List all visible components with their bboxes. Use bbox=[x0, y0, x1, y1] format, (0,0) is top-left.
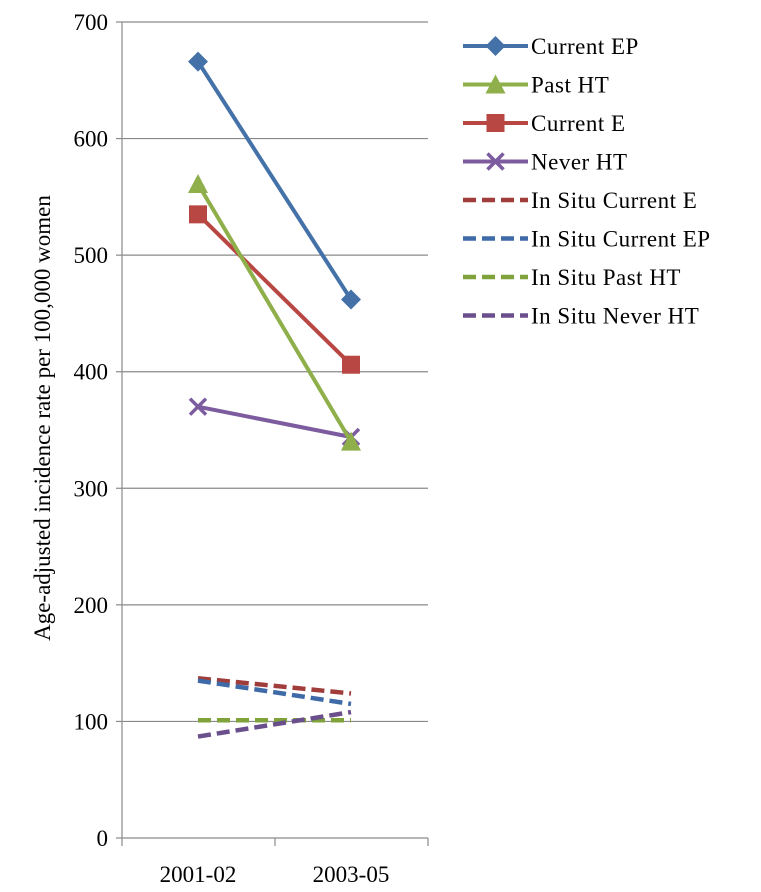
series-1 bbox=[188, 174, 361, 451]
data-point-diamond bbox=[341, 289, 361, 310]
x-marker-stroke bbox=[486, 152, 505, 171]
legend-label: In Situ Current E bbox=[531, 188, 697, 213]
legend-label: Past HT bbox=[531, 73, 609, 98]
legend-label: Current E bbox=[531, 111, 626, 136]
legend-item: Past HT bbox=[463, 73, 609, 98]
legend-label: In Situ Past HT bbox=[531, 265, 681, 290]
y-tick-label: 400 bbox=[74, 360, 109, 385]
legend-item: In Situ Current EP bbox=[463, 227, 711, 252]
data-point-x bbox=[188, 397, 208, 416]
series-line bbox=[197, 678, 352, 707]
y-tick-label: 200 bbox=[74, 593, 109, 618]
legend-label: Current EP bbox=[531, 34, 639, 59]
series-line bbox=[196, 60, 353, 301]
y-tick-label: 600 bbox=[74, 127, 109, 152]
series-line bbox=[197, 676, 352, 696]
legend-item: In Situ Current E bbox=[463, 188, 697, 213]
data-point-square bbox=[342, 355, 360, 374]
legend-marker bbox=[486, 114, 505, 132]
data-point-triangle bbox=[341, 431, 361, 451]
legend-marker bbox=[485, 74, 506, 94]
data-point-square bbox=[189, 205, 207, 224]
y-tick-labels: 0 100 200 300 400 500 600 700 bbox=[74, 10, 109, 851]
x-tick-labels: 2001-02 2003-05 bbox=[160, 862, 390, 887]
axes bbox=[116, 21, 429, 846]
series-line bbox=[196, 183, 353, 443]
x-tick-label: 2001-02 bbox=[160, 862, 237, 887]
data-point-triangle bbox=[188, 174, 208, 194]
legend-label: In Situ Never HT bbox=[531, 304, 699, 329]
series-5 bbox=[197, 678, 352, 707]
x-marker-stroke bbox=[188, 397, 208, 416]
legend: Current EP Past HT Current E Never HT In Sit… bbox=[463, 34, 711, 329]
legend-marker bbox=[485, 36, 506, 56]
y-tick-label: 0 bbox=[97, 826, 109, 851]
legend-label: Never HT bbox=[531, 150, 628, 175]
series-line bbox=[196, 212, 353, 367]
series-group bbox=[188, 51, 361, 739]
legend-item: In Situ Never HT bbox=[463, 304, 699, 329]
series-2 bbox=[189, 205, 360, 374]
series-line bbox=[197, 404, 352, 439]
y-tick-label: 100 bbox=[74, 709, 109, 734]
legend-item: In Situ Past HT bbox=[463, 265, 681, 290]
legend-item: Current EP bbox=[463, 34, 639, 59]
series-4 bbox=[197, 676, 352, 696]
y-tick-label: 500 bbox=[74, 243, 109, 268]
y-axis-title: Age-adjusted incidence rate per 100,000 … bbox=[30, 195, 55, 641]
x-tick-label: 2003-05 bbox=[313, 862, 390, 887]
gridlines bbox=[122, 21, 428, 723]
y-tick-label: 700 bbox=[74, 10, 109, 35]
y-tick-label: 300 bbox=[74, 476, 109, 501]
data-point-diamond bbox=[188, 51, 208, 72]
series-line bbox=[197, 709, 352, 739]
legend-item: Never HT bbox=[463, 150, 628, 175]
legend-item: Current E bbox=[463, 111, 626, 136]
series-7 bbox=[197, 709, 352, 739]
series-3 bbox=[188, 397, 361, 447]
series-0 bbox=[188, 51, 361, 310]
legend-label: In Situ Current EP bbox=[531, 227, 711, 252]
legend-marker bbox=[486, 152, 505, 171]
